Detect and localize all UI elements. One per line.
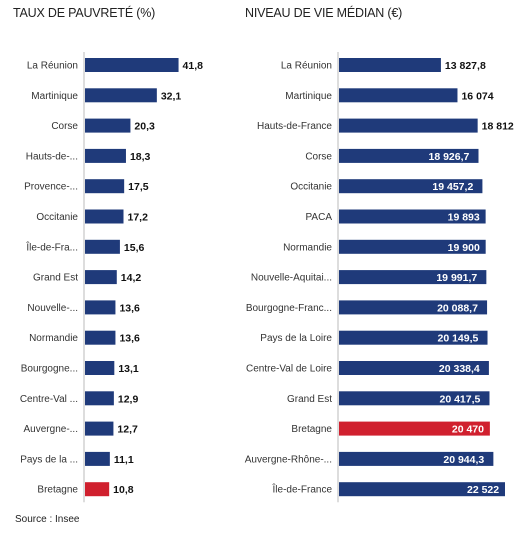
poverty-bar-provence — [85, 179, 125, 194]
poverty-bar-occitanie — [85, 209, 124, 224]
poverty-category-label-la-reunion: La Réunion — [27, 61, 78, 72]
income-category-label-bourgogne-franc: Bourgogne-Franc... — [246, 303, 332, 314]
poverty-category-label-bourgogne: Bourgogne... — [21, 364, 78, 375]
poverty-bar-martinique — [85, 88, 157, 103]
poverty-category-label-grand-est: Grand Est — [33, 273, 78, 284]
income-bar-auvergne-rhone — [339, 451, 494, 466]
poverty-value-label-hauts-de: 18,3 — [130, 151, 151, 163]
income-value-label-corse: 18 926,7 — [429, 151, 470, 163]
income-category-label-hauts-de-france: Hauts-de-France — [257, 121, 332, 132]
income-value-label-pays-de-la-loire: 20 149,5 — [438, 333, 479, 345]
chart-title-poverty-rate: TAUX DE PAUVRETÉ (%) — [13, 5, 155, 20]
income-bar-grand-est — [339, 391, 490, 406]
poverty-category-label-ile-de-fra: Île-de-Fra... — [25, 240, 78, 253]
poverty-bar-nouvelle — [85, 300, 116, 315]
income-category-label-bretagne: Bretagne — [291, 424, 332, 435]
poverty-value-label-nouvelle: 13,6 — [119, 302, 140, 314]
income-value-label-bretagne: 20 470 — [452, 424, 484, 436]
poverty-value-label-auvergne: 12,7 — [117, 424, 138, 436]
income-category-label-ile-de-france: Île-de-France — [272, 483, 333, 496]
poverty-bar-bourgogne — [85, 361, 115, 375]
income-value-label-nouvelle-aquitai: 19 991,7 — [436, 272, 477, 284]
income-bar-nouvelle-aquitai — [339, 270, 487, 285]
poverty-rate-bar-chart: La Réunion 41,8 Martinique 32,1 Corse 20,3 Hau… — [20, 52, 204, 503]
poverty-value-label-bretagne: 10,8 — [113, 484, 134, 496]
poverty-value-label-la-reunion: 41,8 — [183, 60, 204, 72]
income-bar-bretagne — [339, 421, 490, 436]
income-value-label-centre-val-de-loire: 20 338,4 — [439, 363, 480, 375]
income-category-label-la-reunion: La Réunion — [281, 61, 332, 72]
income-value-label-martinique: 16 074 — [461, 90, 493, 102]
poverty-category-label-martinique: Martinique — [31, 91, 78, 102]
source-note: Source : Insee — [15, 514, 80, 525]
income-value-label-hauts-de-france: 18 812 — [482, 121, 514, 133]
income-bar-pays-de-la-loire — [339, 330, 488, 345]
poverty-value-label-grand-est: 14,2 — [121, 272, 142, 284]
income-value-label-bourgogne-franc: 20 088,7 — [437, 302, 478, 314]
poverty-category-label-pays-de-la: Pays de la ... — [20, 454, 78, 465]
income-category-label-occitanie: Occitanie — [290, 182, 332, 193]
poverty-value-label-pays-de-la: 11,1 — [114, 454, 134, 466]
income-value-label-ile-de-france: 22 522 — [467, 484, 499, 496]
poverty-category-label-auvergne: Auvergne-... — [24, 424, 78, 435]
income-category-label-grand-est: Grand Est — [287, 394, 332, 405]
income-category-label-centre-val-de-loire: Centre-Val de Loire — [246, 364, 332, 375]
poverty-category-label-occitanie: Occitanie — [36, 212, 78, 223]
poverty-category-label-bretagne: Bretagne — [37, 485, 78, 496]
poverty-value-label-martinique: 32,1 — [161, 90, 182, 102]
income-bar-paca — [339, 209, 486, 224]
poverty-category-label-provence: Provence-... — [24, 182, 78, 193]
income-bar-normandie — [339, 239, 486, 254]
income-bar-ile-de-france — [339, 482, 505, 497]
income-bar-martinique — [339, 88, 458, 103]
poverty-category-label-nouvelle: Nouvelle-... — [27, 303, 78, 314]
poverty-bar-bretagne — [85, 482, 110, 497]
poverty-category-label-centre-val: Centre-Val ... — [20, 394, 78, 405]
poverty-bar-la-reunion — [85, 58, 179, 72]
poverty-value-label-centre-val: 12,9 — [118, 393, 139, 405]
income-value-label-occitanie: 19 457,2 — [432, 181, 473, 193]
poverty-category-label-corse: Corse — [51, 121, 78, 132]
poverty-category-label-normandie: Normandie — [29, 333, 78, 344]
poverty-bar-pays-de-la — [85, 451, 110, 466]
poverty-bar-grand-est — [85, 270, 117, 285]
income-category-label-nouvelle-aquitai: Nouvelle-Aquitai... — [251, 273, 332, 284]
poverty-value-label-bourgogne: 13,1 — [118, 363, 139, 375]
income-bar-centre-val-de-loire — [339, 361, 489, 375]
poverty-bar-corse — [85, 118, 131, 133]
income-value-label-paca: 19 893 — [448, 212, 480, 224]
income-bar-occitanie — [339, 179, 483, 194]
income-bar-bourgogne-franc — [339, 300, 488, 315]
poverty-value-label-corse: 20,3 — [134, 121, 155, 133]
poverty-bar-centre-val — [85, 391, 114, 406]
poverty-bar-auvergne — [85, 421, 114, 436]
poverty-value-label-normandie: 13,6 — [119, 333, 140, 345]
income-bar-la-reunion — [339, 58, 441, 72]
chart-title-median-income: NIVEAU DE VIE MÉDIAN (€) — [245, 5, 402, 20]
income-bar-hauts-de-france — [339, 118, 478, 133]
poverty-bar-normandie — [85, 330, 116, 345]
income-category-label-auvergne-rhone: Auvergne-Rhône-... — [245, 454, 332, 465]
income-category-label-corse: Corse — [305, 151, 332, 162]
poverty-value-label-provence: 17,5 — [128, 181, 149, 193]
poverty-value-label-occitanie: 17,2 — [127, 212, 148, 224]
income-category-label-pays-de-la-loire: Pays de la Loire — [260, 333, 332, 344]
poverty-value-label-ile-de-fra: 15,6 — [124, 242, 145, 254]
poverty-category-label-hauts-de: Hauts-de-... — [26, 151, 78, 162]
income-value-label-auvergne-rhone: 20 944,3 — [443, 454, 484, 466]
income-category-label-martinique: Martinique — [285, 91, 332, 102]
median-income-bar-chart: La Réunion 13 827,8 Martinique 16 074 Hauts-… — [245, 52, 514, 503]
income-category-label-paca: PACA — [306, 212, 333, 223]
income-value-label-la-reunion: 13 827,8 — [445, 60, 486, 72]
income-category-label-normandie: Normandie — [283, 242, 332, 253]
poverty-bar-ile-de-fra — [85, 239, 120, 254]
income-value-label-normandie: 19 900 — [448, 242, 480, 254]
income-value-label-grand-est: 20 417,5 — [439, 393, 480, 405]
poverty-bar-hauts-de — [85, 148, 126, 163]
income-bar-corse — [339, 148, 479, 163]
